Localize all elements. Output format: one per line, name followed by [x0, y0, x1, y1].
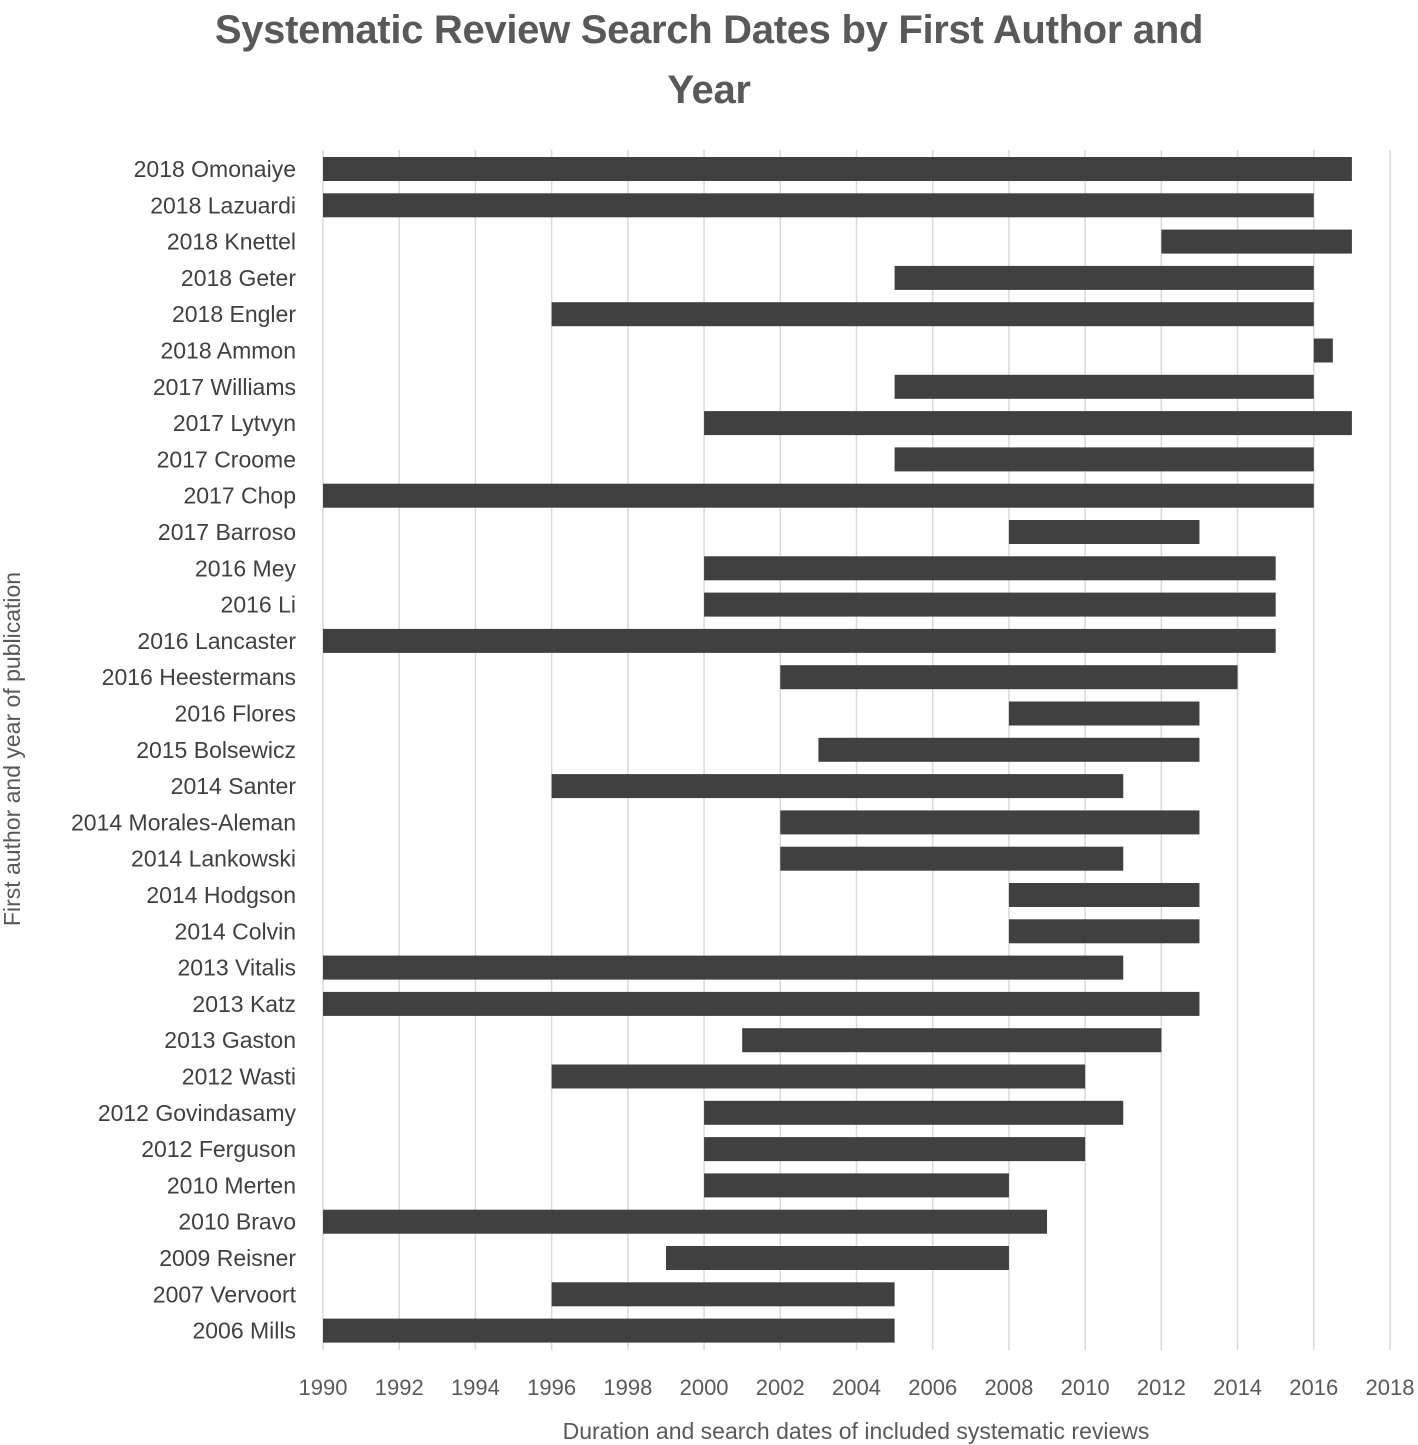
y-axis-title: First author and year of publication	[0, 572, 25, 926]
bar	[1008, 701, 1200, 726]
category-label: 2009 Reisner	[159, 1245, 296, 1271]
category-label: 2018 Omonaiye	[134, 156, 296, 182]
bar	[551, 1064, 1086, 1089]
category-label: 2013 Vitalis	[178, 955, 297, 981]
category-label: 2018 Engler	[172, 301, 296, 327]
bar	[1313, 338, 1333, 363]
bar	[704, 1100, 1124, 1125]
bar	[551, 774, 1124, 799]
category-label: 2007 Vervoort	[153, 1281, 297, 1307]
category-label: 2017 Lytvyn	[173, 410, 296, 436]
bar	[704, 1173, 1009, 1198]
bar	[551, 1282, 895, 1307]
x-tick-label: 2000	[680, 1375, 729, 1400]
bar	[323, 157, 1352, 181]
bar	[780, 810, 1200, 835]
x-axis-title: Duration and search dates of included sy…	[563, 1418, 1150, 1444]
category-label: 2006 Mills	[192, 1318, 296, 1344]
category-label: 2014 Colvin	[175, 918, 296, 944]
category-label: 2012 Govindasamy	[98, 1100, 297, 1126]
category-label: 2012 Ferguson	[141, 1136, 296, 1162]
x-tick-label: 1990	[299, 1375, 348, 1400]
bar	[323, 1318, 895, 1343]
category-label: 2016 Mey	[195, 555, 297, 581]
category-label: 2017 Williams	[153, 374, 296, 400]
category-label: 2012 Wasti	[182, 1064, 296, 1090]
bar	[704, 1137, 1086, 1162]
category-label: 2014 Santer	[171, 773, 297, 799]
category-label: 2017 Chop	[183, 483, 296, 509]
category-label: 2017 Croome	[157, 446, 296, 472]
x-tick-label: 2008	[984, 1375, 1033, 1400]
category-label: 2018 Geter	[181, 265, 296, 291]
bars	[323, 157, 1352, 1343]
bar	[323, 1209, 1048, 1234]
x-tick-label: 1992	[375, 1375, 424, 1400]
bar	[894, 447, 1314, 472]
category-label: 2010 Bravo	[178, 1209, 296, 1235]
bar	[704, 411, 1352, 436]
chart-title: Systematic Review Search Dates by First …	[0, 0, 1418, 120]
x-tick-label: 2016	[1289, 1375, 1338, 1400]
bar	[704, 592, 1276, 617]
bar	[323, 628, 1276, 653]
category-label: 2014 Lankowski	[131, 846, 296, 872]
category-label: 2015 Bolsewicz	[136, 737, 296, 763]
bar	[323, 483, 1314, 508]
x-tick-label: 1996	[527, 1375, 576, 1400]
bar	[780, 846, 1124, 871]
bar	[894, 374, 1314, 399]
category-label: 2018 Lazuardi	[150, 192, 296, 218]
bar	[323, 193, 1314, 218]
bar	[780, 665, 1238, 690]
chart-title-line-1: Systematic Review Search Dates by First …	[214, 8, 1204, 52]
bar	[704, 556, 1276, 581]
x-tick-label: 1994	[451, 1375, 500, 1400]
bar	[1161, 229, 1352, 254]
x-tick-label: 2018	[1366, 1375, 1415, 1400]
x-tick-label: 1998	[603, 1375, 652, 1400]
x-tick-label: 2010	[1061, 1375, 1110, 1400]
category-label: 2016 Li	[221, 592, 296, 618]
bar	[551, 302, 1314, 327]
x-tick-label: 2012	[1137, 1375, 1186, 1400]
bar	[818, 737, 1200, 762]
chart-title-line-2: Year	[667, 68, 751, 112]
category-label: 2016 Heestermans	[102, 664, 296, 690]
category-label: 2014 Hodgson	[146, 882, 296, 908]
bar	[1008, 883, 1200, 907]
x-tick-label: 2004	[832, 1375, 881, 1400]
category-label: 2016 Lancaster	[137, 628, 296, 654]
bar	[1008, 520, 1200, 544]
category-label: 2018 Ammon	[160, 338, 296, 364]
category-label: 2014 Morales-Aleman	[71, 809, 296, 835]
x-tick-label: 2014	[1213, 1375, 1262, 1400]
category-label: 2013 Katz	[192, 991, 296, 1017]
category-label: 2013 Gaston	[164, 1027, 296, 1053]
bar	[665, 1246, 1009, 1270]
x-tick-label: 2002	[756, 1375, 805, 1400]
category-label: 2010 Merten	[167, 1172, 296, 1198]
bar	[323, 991, 1200, 1016]
x-axis-ticks: 1990 1992 1994 1996 1998 2000 2002 2004 2006 2008…	[299, 1375, 1415, 1400]
category-label: 2018 Knettel	[167, 229, 296, 255]
bar	[742, 1028, 1162, 1053]
category-labels: 2018 Omonaiye 2018 Lazuardi 2018 Knettel 20…	[71, 156, 297, 1344]
bar	[894, 265, 1314, 290]
category-label: 2016 Flores	[175, 701, 296, 727]
x-tick-label: 2006	[908, 1375, 957, 1400]
category-label: 2017 Barroso	[158, 519, 296, 545]
bar	[1008, 919, 1200, 944]
bar	[323, 955, 1124, 980]
